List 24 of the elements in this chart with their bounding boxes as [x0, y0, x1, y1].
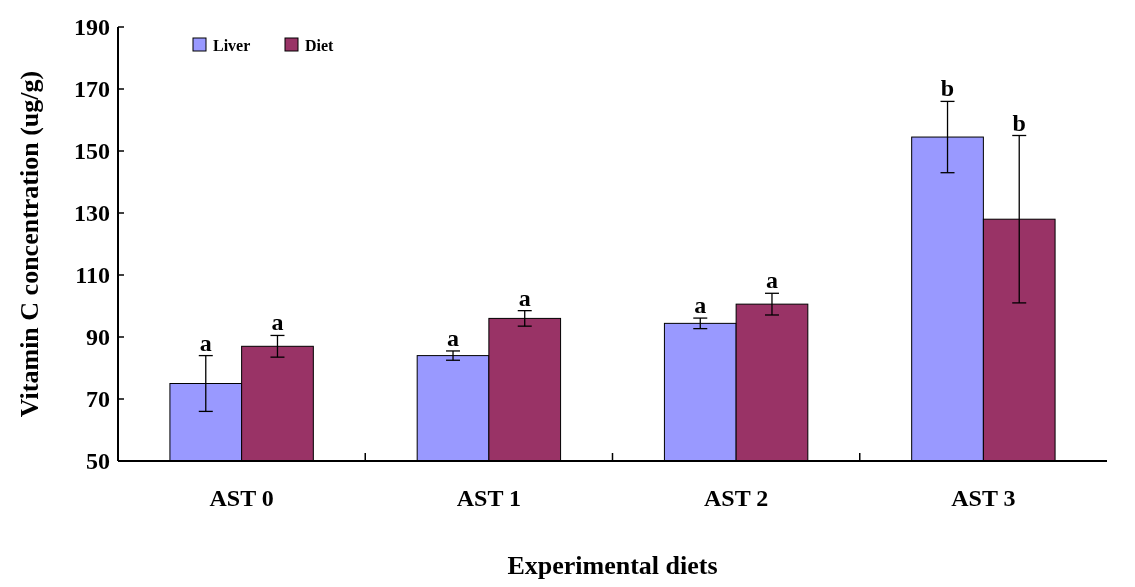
- x-tick-label: AST 1: [456, 485, 522, 511]
- y-tick-label: 50: [86, 448, 110, 475]
- annotation: a: [765, 267, 778, 294]
- y-tick-label: 170: [74, 76, 110, 103]
- y-tick-label: 90: [86, 324, 110, 351]
- x-tick-label: AST 3: [951, 485, 1016, 511]
- annotation: b: [1012, 109, 1026, 136]
- x-tick-label: AST 2: [703, 485, 769, 511]
- legend-label: Diet: [305, 36, 335, 54]
- y-tick-label: 110: [75, 262, 110, 289]
- annotation: a: [694, 292, 707, 319]
- legend-label: Liver: [213, 36, 251, 54]
- y-tick-label: 190: [74, 14, 110, 41]
- annotation: a: [199, 329, 212, 356]
- annotation: a: [447, 324, 460, 351]
- annotation: a: [518, 284, 531, 311]
- annotation: a: [271, 309, 284, 336]
- x-tick-label: AST 0: [209, 485, 274, 511]
- x-axis-title: Experimental diets: [507, 551, 718, 580]
- y-tick-label: 150: [74, 138, 110, 165]
- y-axis-title: Vitamin C concentration (ug/g): [15, 70, 44, 418]
- y-tick-label: 130: [74, 200, 110, 227]
- y-tick-label: 70: [86, 386, 110, 413]
- annotation: b: [940, 75, 955, 102]
